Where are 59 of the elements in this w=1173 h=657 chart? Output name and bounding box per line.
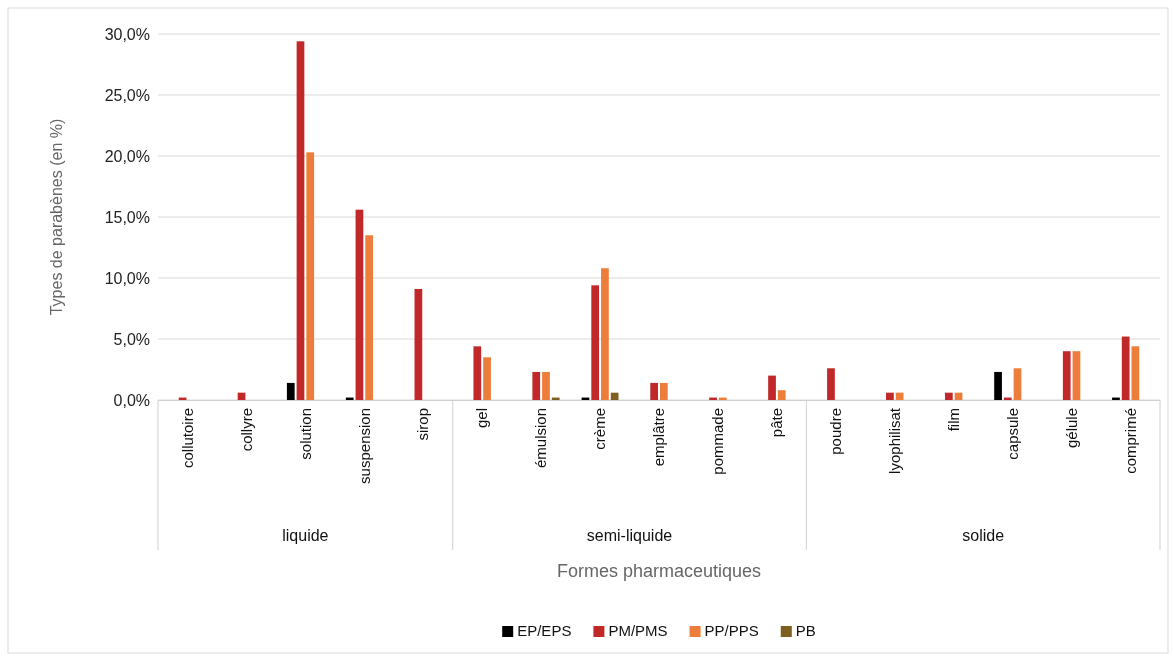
- x-tick-label: solution: [296, 408, 314, 460]
- bar: [473, 346, 482, 400]
- bar: [296, 41, 305, 400]
- x-tick-label: film: [944, 408, 962, 432]
- x-tick-label: emplâtre: [650, 408, 668, 467]
- bar: [610, 392, 619, 400]
- legend-label: PM/PMS: [608, 622, 668, 639]
- bar: [414, 288, 423, 400]
- bar: [591, 285, 600, 400]
- text: liquide: [282, 527, 329, 544]
- bar: [994, 371, 1002, 400]
- x-tick-label: suspension: [355, 408, 373, 484]
- y-tick-label: 25,0%: [104, 86, 150, 104]
- bar: [542, 371, 550, 400]
- bar: [1131, 346, 1140, 400]
- bar: [355, 209, 364, 400]
- y-tick-label: 15,0%: [104, 208, 150, 226]
- bar: [886, 392, 894, 400]
- x-tick-label: gélule: [1062, 408, 1080, 449]
- text: semi-liquide: [586, 527, 673, 544]
- bar: [365, 235, 374, 400]
- bar: [601, 268, 609, 400]
- x-tick-label: pommade: [709, 408, 727, 475]
- bar: [306, 152, 315, 400]
- bar: [1072, 351, 1081, 400]
- x-tick-label: lyophilisat: [886, 407, 904, 474]
- y-tick-label: 0,0%: [113, 391, 150, 409]
- bar: [1062, 351, 1071, 400]
- x-tick-label: collyre: [237, 408, 255, 452]
- x-axis-title: Formes pharmaceutiques: [556, 561, 762, 581]
- bar: [532, 371, 541, 400]
- text: solide: [962, 527, 1005, 544]
- x-tick-label: collutoire: [178, 408, 196, 469]
- x-tick-label: comprimé: [1121, 408, 1139, 474]
- y-tick-label: 20,0%: [104, 147, 150, 165]
- x-tick-label: gel: [473, 408, 491, 429]
- legend-label: PP/PPS: [704, 622, 759, 639]
- y-tick-label: 5,0%: [113, 330, 150, 348]
- x-tick-label: sirop: [414, 408, 432, 441]
- bar: [1121, 336, 1130, 400]
- x-tick-label: pâte: [768, 408, 786, 438]
- y-tick-label: 10,0%: [104, 269, 150, 287]
- y-tick-label: 30,0%: [104, 25, 150, 43]
- legend-label: PB: [795, 622, 816, 639]
- bar: [1013, 368, 1022, 400]
- x-tick-label: crème: [591, 408, 609, 450]
- bar: [777, 390, 786, 400]
- bar: [768, 375, 776, 400]
- x-tick-label: poudre: [827, 408, 845, 455]
- x-tick-label: capsule: [1003, 408, 1021, 460]
- bar: [650, 382, 658, 400]
- bar: [660, 382, 668, 400]
- bar: [483, 357, 491, 400]
- legend-label: EP/EPS: [517, 622, 572, 639]
- bar: [827, 368, 835, 400]
- bar: [286, 382, 295, 400]
- bar: [944, 392, 953, 400]
- y-axis-title: Types de parabènes (en %): [48, 118, 65, 316]
- x-tick-label: émulsion: [532, 408, 550, 469]
